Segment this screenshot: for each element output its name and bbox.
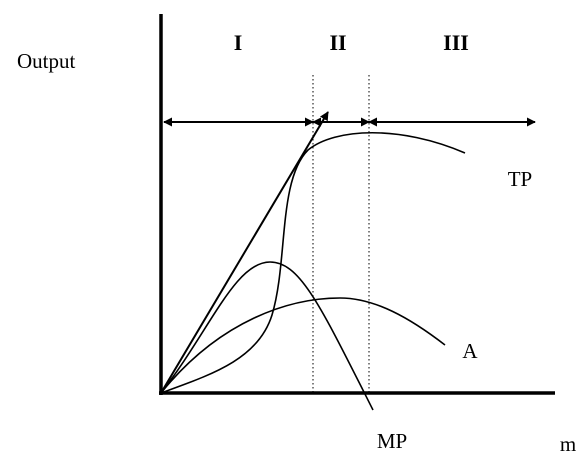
tp-curve: [160, 131, 466, 394]
tp-label: TP: [508, 167, 533, 191]
y-axis-label: Output: [17, 49, 76, 73]
x-axis-label: m: [560, 432, 576, 456]
mp-curve: [160, 261, 374, 411]
tangent-ray: [160, 111, 329, 394]
stage-2-label: II: [329, 30, 346, 55]
stage-3-label: III: [443, 30, 469, 55]
ap-label: A: [462, 339, 478, 363]
mp-label: MP: [377, 429, 407, 453]
ap-curve: [160, 297, 446, 394]
stage-1-label: I: [234, 30, 243, 55]
